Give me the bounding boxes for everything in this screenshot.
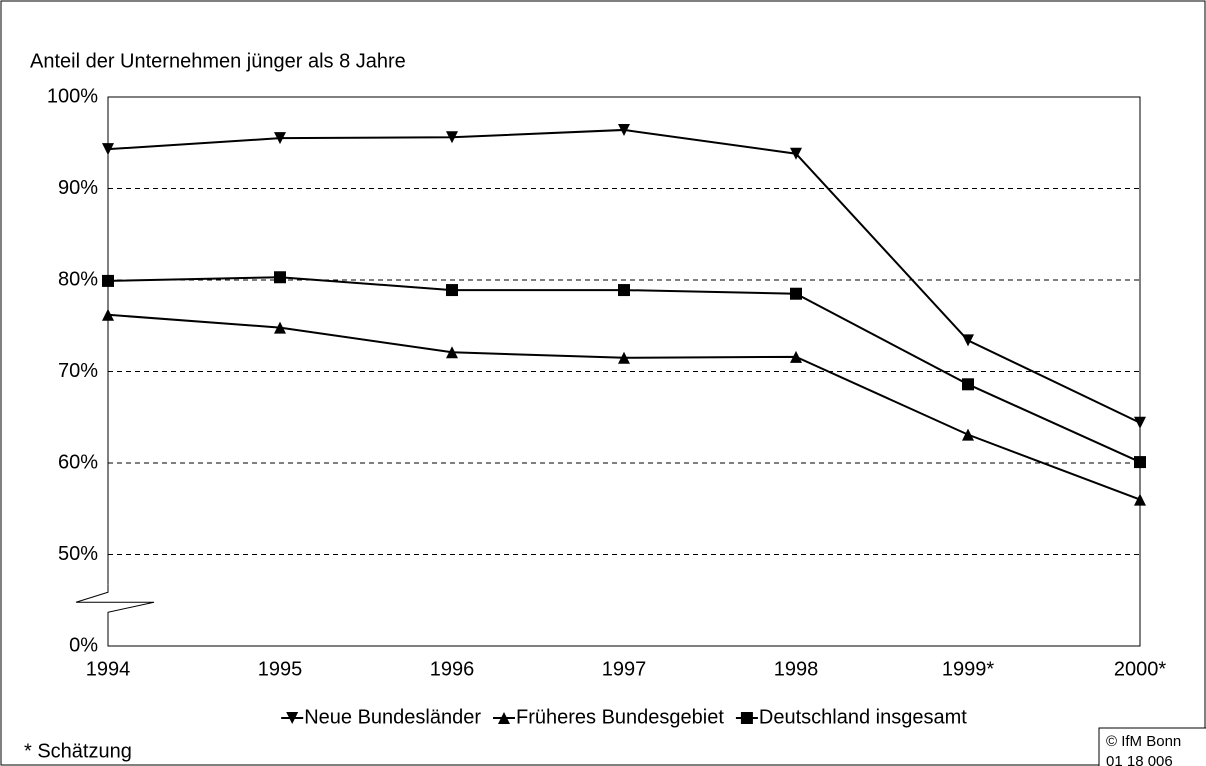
- marker: [618, 351, 630, 364]
- marker: [790, 350, 802, 363]
- marker: [274, 132, 286, 145]
- axis-break: [75, 584, 155, 621]
- x-tick-label: 1998: [774, 658, 819, 680]
- marker: [962, 334, 974, 347]
- legend-marker: [286, 712, 299, 724]
- x-tick-label: 1997: [602, 658, 647, 680]
- y-tick-label: 80%: [58, 268, 98, 290]
- marker: [618, 284, 630, 297]
- y-tick-label: 90%: [58, 177, 98, 199]
- legend: Neue Bundesländer Früheres Bundesgebiet De…: [281, 706, 967, 728]
- x-tick-label: 1999*: [942, 658, 994, 680]
- x-tick-label: 1995: [258, 658, 303, 680]
- y-tick-label: 0%: [69, 634, 98, 656]
- axis-break-gap: [106, 584, 110, 617]
- legend-label: Früheres Bundesgebiet: [516, 706, 724, 728]
- y-tick-label: 70%: [58, 360, 98, 382]
- legend-label: Neue Bundesländer: [304, 706, 481, 728]
- footnote: * Schätzung: [24, 740, 132, 762]
- legend-marker: [497, 712, 510, 724]
- marker: [446, 131, 458, 144]
- x-tick-label: 1996: [430, 658, 475, 680]
- y-tick-label: 50%: [58, 543, 98, 565]
- marker: [446, 346, 458, 359]
- source-text: © IfM Bonn: [1106, 733, 1181, 750]
- source-text: 01 18 006: [1106, 753, 1173, 766]
- marker: [962, 428, 974, 441]
- chart-title: Anteil der Unternehmen jünger als 8 Jahr…: [30, 50, 406, 72]
- source-box: [1098, 727, 1206, 766]
- legend-label: Deutschland insgesamt: [759, 706, 967, 728]
- marker: [274, 271, 286, 284]
- x-tick-label: 1994: [86, 658, 131, 680]
- y-tick-label: 100%: [47, 85, 98, 107]
- marker: [446, 284, 458, 297]
- marker: [790, 287, 802, 300]
- x-tick-label: 2000*: [1114, 658, 1166, 680]
- marker: [274, 321, 286, 334]
- marker: [102, 274, 114, 287]
- marker: [1134, 416, 1146, 429]
- legend-marker: [740, 712, 753, 724]
- marker: [1134, 493, 1146, 506]
- marker: [790, 147, 802, 160]
- y-tick-label: 60%: [58, 451, 98, 473]
- marker: [102, 143, 114, 156]
- marker: [102, 308, 114, 321]
- marker: [1134, 456, 1146, 469]
- marker: [962, 378, 974, 391]
- marker: [618, 123, 630, 136]
